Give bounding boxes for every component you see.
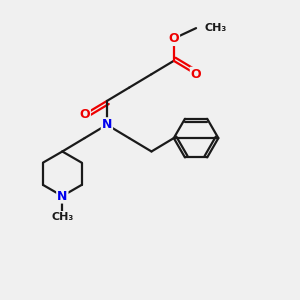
Text: N: N bbox=[102, 118, 112, 131]
Text: N: N bbox=[57, 190, 68, 202]
Text: O: O bbox=[79, 108, 90, 121]
Text: CH₃: CH₃ bbox=[51, 212, 74, 222]
Text: O: O bbox=[169, 32, 179, 45]
Text: O: O bbox=[191, 68, 201, 81]
Text: CH₃: CH₃ bbox=[205, 23, 227, 33]
